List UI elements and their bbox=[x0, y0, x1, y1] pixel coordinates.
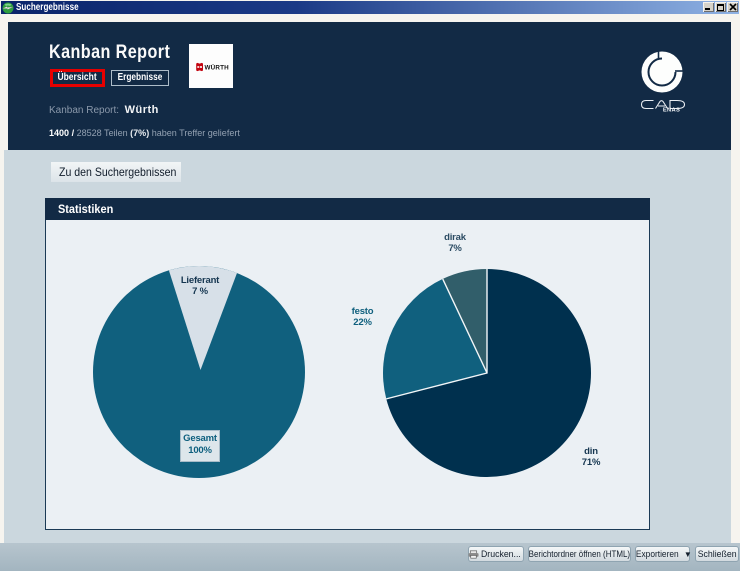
svg-text:WÜRTH: WÜRTH bbox=[205, 62, 230, 71]
svg-text:ENAS: ENAS bbox=[663, 108, 680, 114]
